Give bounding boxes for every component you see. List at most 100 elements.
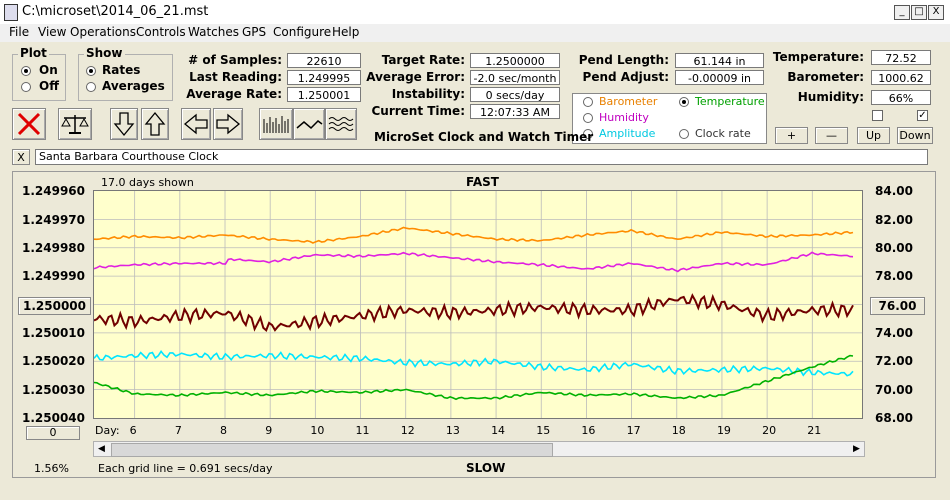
- amplitude-radio[interactable]: [583, 129, 593, 139]
- menu-view[interactable]: View: [38, 25, 67, 39]
- menu-file[interactable]: File: [9, 25, 30, 39]
- series-line-barometer: [93, 226, 854, 244]
- title-bar: C:\microset\2014_06_21.mst _ □ X: [0, 0, 950, 25]
- current-time-field: 12:07:33 AM: [470, 104, 560, 119]
- app-icon: [4, 4, 18, 21]
- series-line-rate: [93, 293, 854, 332]
- arrow-left-icon: [183, 113, 208, 135]
- show-rates-radio[interactable]: [86, 66, 96, 76]
- menu-bar: File View Operations Controls Watches GP…: [0, 24, 950, 42]
- stop-button[interactable]: [12, 108, 46, 140]
- line-graph-icon: [296, 120, 323, 130]
- menu-help[interactable]: Help: [332, 25, 360, 39]
- window-title: C:\microset\2014_06_21.mst: [22, 4, 209, 19]
- slow-label: SLOW: [466, 461, 506, 475]
- arrow-up-icon: [144, 111, 166, 136]
- wave-graph-button[interactable]: [325, 108, 357, 140]
- scroll-thumb[interactable]: [111, 443, 553, 457]
- y-left-tick: 1.249960: [21, 184, 85, 198]
- fast-label: FAST: [466, 175, 499, 189]
- plot-on-radio[interactable]: [21, 66, 31, 76]
- app-name: MicroSet Clock and Watch Timer: [374, 130, 594, 144]
- average-rate-field: 1.250001: [287, 87, 361, 102]
- menu-gps[interactable]: GPS: [242, 25, 267, 39]
- y-right-tick: 74.00: [875, 326, 913, 340]
- temperature-radio[interactable]: [679, 97, 689, 107]
- red-x-icon: [17, 112, 41, 136]
- y-left-tick: 1.250030: [21, 383, 85, 397]
- menu-watches[interactable]: Watches: [188, 25, 239, 39]
- x-tick-label: 20: [762, 424, 777, 437]
- bar-graph-button[interactable]: [259, 108, 293, 140]
- barometer-radio[interactable]: [583, 97, 593, 107]
- y-left-tick: 1.249980: [21, 241, 85, 255]
- scroll-left-icon[interactable]: ◀: [98, 444, 105, 454]
- instability-field: 0 secs/day: [470, 87, 560, 102]
- arrow-down-icon: [113, 112, 135, 137]
- scale-plus-button[interactable]: +: [775, 127, 808, 144]
- x-tick-label: 18: [671, 424, 686, 437]
- plot-area[interactable]: [93, 190, 863, 419]
- close-window-button[interactable]: X: [928, 5, 944, 20]
- temperature-field: 72.52: [871, 50, 931, 65]
- minimize-button[interactable]: _: [894, 5, 910, 20]
- series-line-temperature: [93, 354, 854, 401]
- pend-length-field: 61.144 in: [675, 53, 764, 68]
- x-tick-label: 7: [174, 424, 182, 437]
- barometer-label: Barometer:: [787, 70, 864, 84]
- series-line-humidity: [93, 251, 854, 273]
- menu-controls[interactable]: Controls: [136, 25, 186, 39]
- temperature-option: Temperature: [695, 95, 765, 108]
- samples-label: # of Samples:: [188, 53, 282, 67]
- humidity-option: Humidity: [599, 111, 649, 124]
- current-time-label: Current Time:: [371, 104, 465, 118]
- target-rate-label: Target Rate:: [381, 53, 465, 67]
- arrow-right-button[interactable]: [213, 108, 243, 140]
- balance-button[interactable]: [58, 108, 92, 140]
- y-left-tick: 1.249990: [21, 269, 85, 283]
- clear-description-button[interactable]: X: [12, 149, 30, 165]
- scale-up-button[interactable]: Up: [857, 127, 890, 144]
- x-tick-label: 15: [536, 424, 551, 437]
- chart-frame: [12, 171, 936, 478]
- line-graph-button[interactable]: [293, 108, 325, 140]
- y-right-tick: 70.00: [875, 383, 913, 397]
- show-averages-radio[interactable]: [86, 82, 96, 92]
- horizontal-scrollbar[interactable]: ◀ ▶: [93, 441, 865, 457]
- scale-minus-button[interactable]: —: [815, 127, 848, 144]
- right-reference-box[interactable]: 76.00: [870, 297, 925, 315]
- plot-group-title: Plot: [18, 46, 49, 60]
- clock-rate-radio[interactable]: [679, 129, 689, 139]
- right-checkbox[interactable]: ✓: [917, 110, 928, 121]
- samples-field: 22610: [287, 53, 361, 68]
- arrow-right-icon: [216, 113, 241, 135]
- bottom-left-box[interactable]: 0: [26, 426, 80, 440]
- scroll-right-icon[interactable]: ▶: [853, 444, 860, 454]
- pend-length-label: Pend Length:: [578, 53, 669, 67]
- y-left-tick: 1.249970: [21, 213, 85, 227]
- menu-configure[interactable]: Configure: [273, 25, 332, 39]
- grid-note: Each grid line = 0.691 secs/day: [98, 462, 273, 475]
- left-checkbox[interactable]: [872, 110, 883, 121]
- menu-operations[interactable]: Operations: [70, 25, 136, 39]
- scale-down-button[interactable]: Down: [897, 127, 933, 144]
- humidity-radio[interactable]: [583, 113, 593, 123]
- y-left-tick: 1.250010: [21, 326, 85, 340]
- y-right-tick: 78.00: [875, 269, 913, 283]
- plot-off-radio[interactable]: [21, 82, 31, 92]
- x-tick-label: 10: [310, 424, 325, 437]
- arrow-up-button[interactable]: [141, 108, 169, 140]
- bar-graph-icon: [263, 116, 289, 133]
- x-tick-label: 14: [491, 424, 506, 437]
- arrow-left-button[interactable]: [181, 108, 211, 140]
- target-rate-field[interactable]: 1.2500000: [470, 53, 560, 68]
- chart-svg: [93, 191, 862, 418]
- x-tick-label: 13: [445, 424, 460, 437]
- x-tick-label: 6: [129, 424, 137, 437]
- arrow-down-button[interactable]: [110, 108, 138, 140]
- maximize-button[interactable]: □: [911, 5, 927, 20]
- y-left-tick: 1.250020: [21, 354, 85, 368]
- left-reference-box[interactable]: 1.250000: [18, 297, 91, 315]
- description-field[interactable]: Santa Barbara Courthouse Clock: [35, 149, 928, 165]
- plot-group: [12, 54, 66, 101]
